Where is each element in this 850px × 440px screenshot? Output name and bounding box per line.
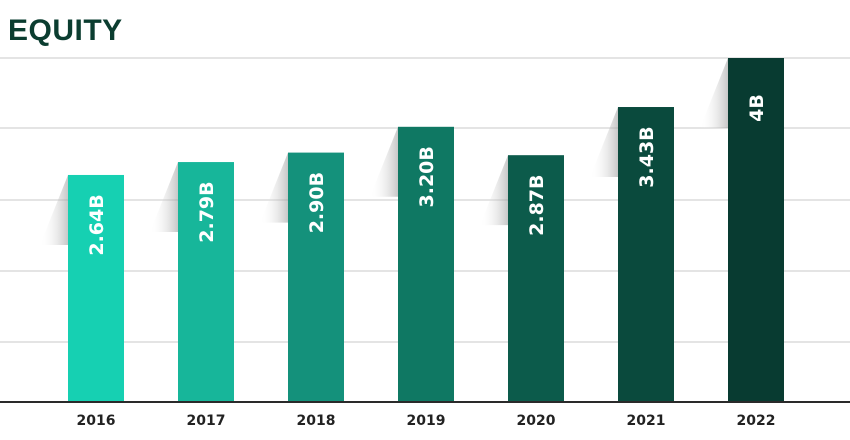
bar-shadow-2017 — [150, 162, 178, 233]
x-tick-label-2017: 2017 — [187, 413, 226, 429]
x-tick-label-2022: 2022 — [737, 413, 776, 429]
bar-shadows — [40, 58, 728, 245]
bar-2018 — [288, 152, 344, 402]
bar-shadow-2020 — [480, 155, 508, 226]
x-tick-label-2016: 2016 — [77, 413, 116, 429]
bar-2021 — [618, 107, 674, 403]
x-tick-label-2018: 2018 — [297, 413, 336, 429]
chart-title: EQUITY — [8, 14, 123, 47]
bar-shadow-2019 — [370, 126, 398, 197]
x-tick-label-2019: 2019 — [407, 413, 446, 429]
bar-shadow-2022 — [700, 58, 728, 128]
bar-shadow-2016 — [40, 174, 68, 245]
bar-shadow-2021 — [590, 107, 618, 178]
bar-2020 — [508, 155, 564, 402]
bars — [68, 58, 784, 403]
x-tick-labels: 2016 2017 2018 2019 2020 2021 2022 — [77, 413, 776, 429]
bar-value-label-2021: 3.43B — [636, 126, 658, 187]
bar-value-label-2016: 2.64B — [86, 194, 108, 255]
bar-value-label-2018: 2.90B — [306, 172, 328, 233]
bar-shadow-2018 — [260, 152, 288, 223]
bar-2022 — [728, 58, 784, 402]
x-tick-label-2021: 2021 — [627, 413, 666, 429]
bar-value-label-2019: 3.20B — [416, 146, 438, 207]
bar-value-label-2022: 4B — [746, 94, 768, 122]
bar-value-label-2017: 2.79B — [196, 181, 218, 242]
bar-2017 — [178, 162, 234, 402]
bar-value-label-2020: 2.87B — [526, 174, 548, 235]
bar-2016 — [68, 174, 124, 402]
bar-2019 — [398, 126, 454, 403]
bar-value-labels: 2.64B 2.79B 2.90B 3.20B 2.87B 3.43B 4B — [86, 94, 768, 255]
x-tick-label-2020: 2020 — [517, 413, 556, 429]
